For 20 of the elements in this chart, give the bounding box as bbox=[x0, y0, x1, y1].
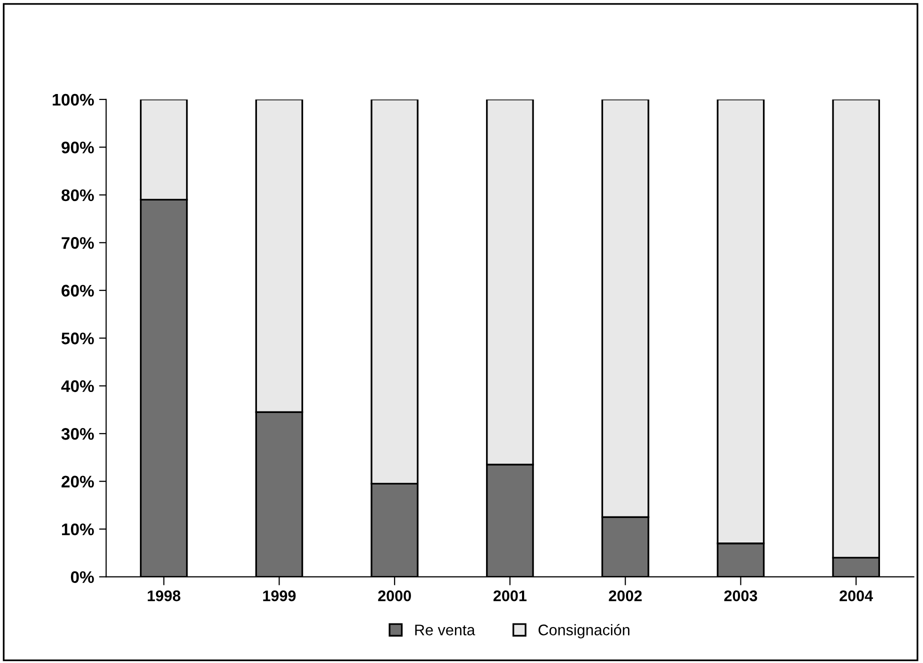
x-tick-label: 2002 bbox=[608, 590, 642, 602]
x-tick-label: 2000 bbox=[378, 590, 411, 602]
y-tick-label: 20% bbox=[62, 476, 94, 488]
y-tick-label: 70% bbox=[62, 237, 94, 249]
legend-label: Consignación bbox=[538, 624, 630, 638]
y-tick-label: 100% bbox=[52, 94, 94, 106]
y-tick-label: 0% bbox=[70, 571, 94, 584]
y-tick-label: 30% bbox=[61, 428, 94, 440]
y-tick-label: 90% bbox=[62, 142, 94, 154]
x-tick-label: 2004 bbox=[840, 590, 873, 602]
y-tick-label: 10% bbox=[62, 523, 94, 536]
y-tick-label: 40% bbox=[61, 380, 94, 392]
y-tick-label: 50% bbox=[61, 332, 94, 344]
x-tick-label: 2001 bbox=[493, 590, 527, 602]
y-tick-label: 80% bbox=[62, 189, 94, 202]
x-tick-label: 1999 bbox=[263, 590, 296, 602]
y-tick-label: 60% bbox=[62, 284, 94, 297]
x-tick-label: 1998 bbox=[148, 590, 180, 602]
legend-label: Re venta bbox=[415, 624, 476, 636]
x-tick-label: 2003 bbox=[724, 590, 758, 602]
